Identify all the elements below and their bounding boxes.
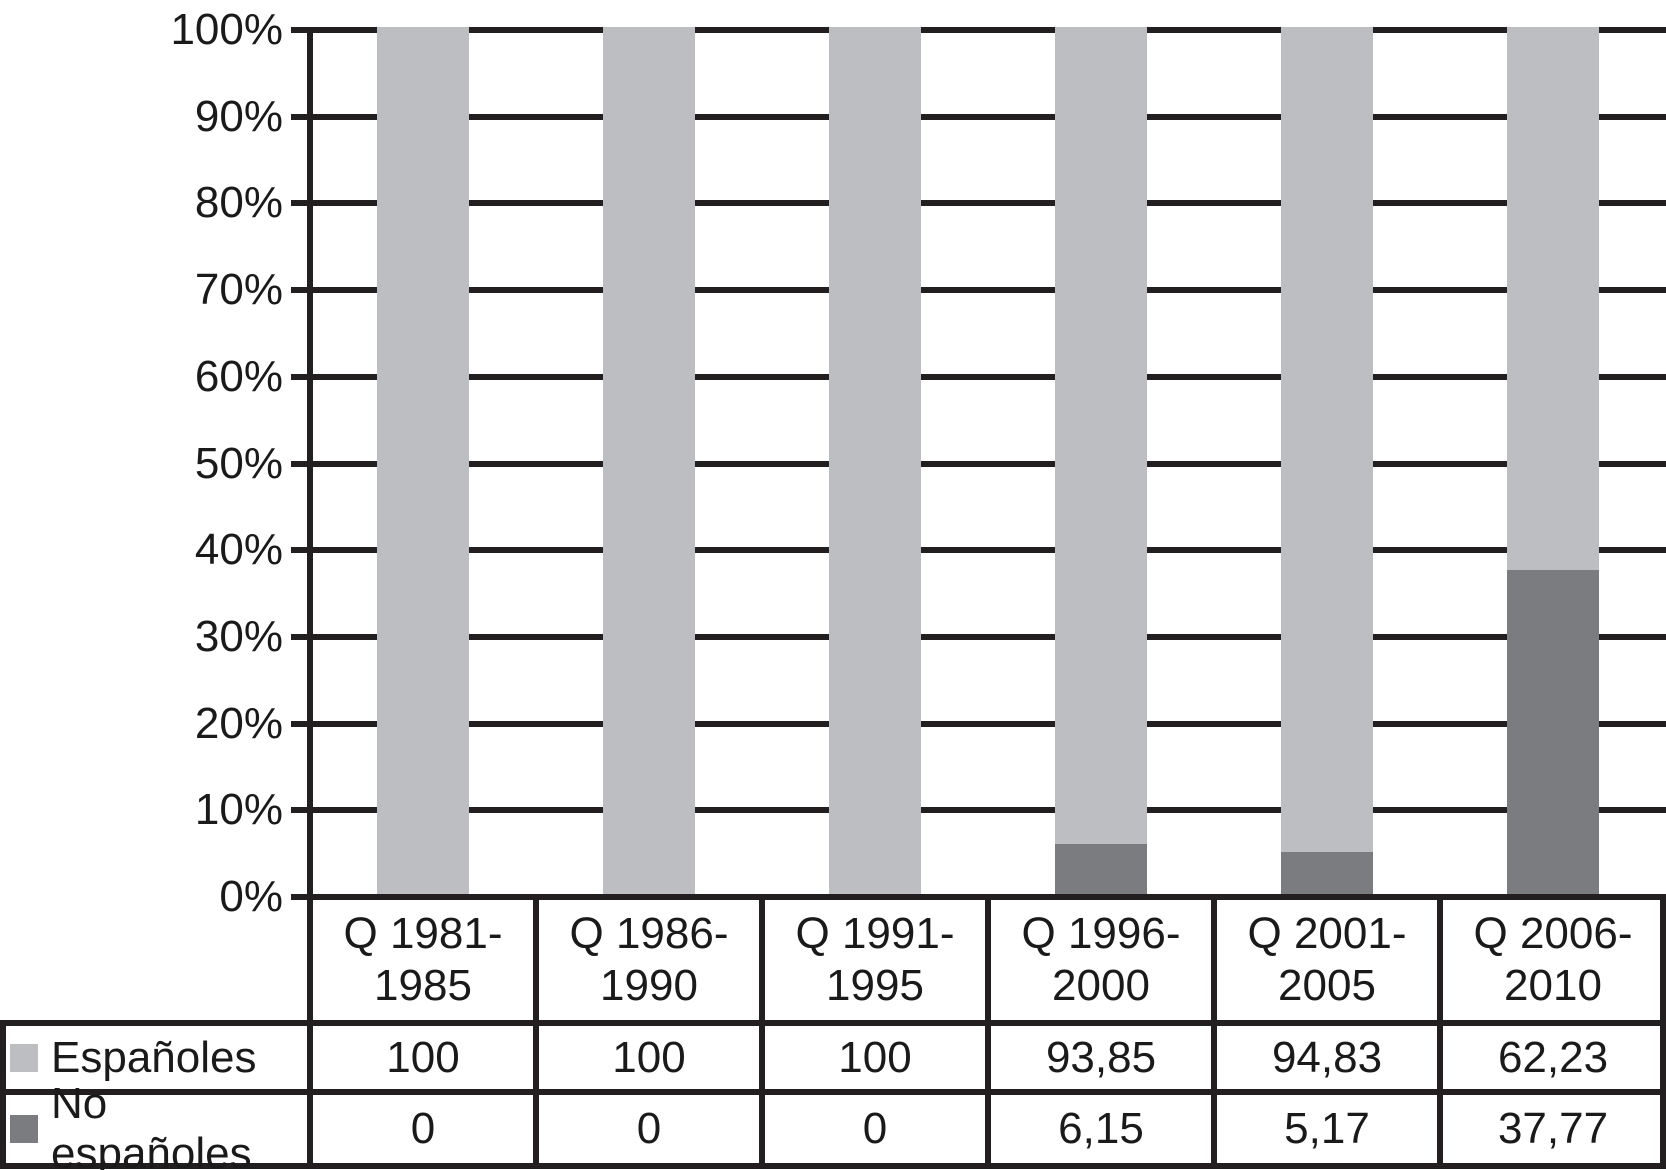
- gridline: [310, 547, 1666, 554]
- value-cell-no-espanoles: 0: [636, 1104, 662, 1153]
- y-axis-label: 100%: [170, 5, 283, 54]
- table-border: [1437, 897, 1443, 1169]
- bar-segment-espanoles: [1281, 27, 1373, 853]
- y-axis-label: 70%: [194, 265, 283, 315]
- category-header-cell: Q 1981- 1985: [343, 909, 503, 1010]
- table-border: [533, 897, 539, 1169]
- value-cell-no-espanoles: 6,15: [1058, 1104, 1144, 1153]
- y-axis-tick: [291, 27, 310, 33]
- y-axis-tick: [291, 894, 310, 900]
- y-axis-tick: [291, 373, 310, 380]
- y-axis-label: 10%: [194, 785, 283, 835]
- gridline: [310, 720, 1666, 727]
- y-axis-label: 20%: [194, 698, 283, 748]
- legend-label-no-espanoles: No españoles: [51, 1079, 252, 1170]
- gridline: [310, 373, 1666, 380]
- y-axis-line: [307, 27, 313, 1169]
- y-axis-tick: [291, 807, 310, 814]
- table-border: [0, 1163, 1666, 1169]
- y-axis-tick: [291, 460, 310, 467]
- gridline: [310, 200, 1666, 207]
- value-cell-espanoles: 100: [838, 1032, 912, 1082]
- bar-segment-no-espanoles: [1055, 843, 1147, 897]
- y-axis-label: 50%: [194, 438, 283, 488]
- y-axis-tick: [291, 720, 310, 727]
- table-border: [0, 1089, 1666, 1095]
- table-border: [985, 897, 991, 1169]
- value-cell-espanoles: 100: [386, 1032, 460, 1082]
- gridline: [310, 807, 1666, 814]
- table-border: [1211, 897, 1217, 1169]
- y-axis-tick: [291, 113, 310, 120]
- value-cell-espanoles: 94,83: [1271, 1032, 1383, 1082]
- y-axis-tick: [291, 547, 310, 554]
- gridline: [310, 27, 1666, 33]
- gridline: [310, 460, 1666, 467]
- value-cell-no-espanoles: 5,17: [1284, 1104, 1370, 1153]
- bar-segment-no-espanoles: [1507, 569, 1599, 897]
- category-header-cell: Q 2006- 2010: [1473, 909, 1633, 1010]
- gridline: [310, 287, 1666, 294]
- legend-label-espanoles: Españoles: [51, 1032, 257, 1082]
- value-cell-no-espanoles: 0: [410, 1104, 436, 1153]
- value-cell-espanoles: 100: [612, 1032, 686, 1082]
- y-axis-label: 80%: [194, 178, 283, 228]
- no-espanoles-swatch-icon: [10, 1115, 38, 1143]
- bar-segment-espanoles: [1507, 27, 1599, 570]
- value-cell-no-espanoles: 37,77: [1497, 1104, 1609, 1153]
- value-cell-espanoles: 93,85: [1045, 1032, 1157, 1082]
- y-axis-label: 60%: [194, 351, 283, 401]
- bar-segment-espanoles: [603, 27, 695, 897]
- y-axis-label: 90%: [194, 91, 283, 141]
- bar-segment-espanoles: [1055, 27, 1147, 844]
- category-header-cell: Q 1991- 1995: [795, 909, 955, 1010]
- bar-segment-espanoles: [377, 27, 469, 897]
- category-header-cell: Q 1986- 1990: [569, 909, 729, 1010]
- y-axis-label: 40%: [194, 525, 283, 575]
- value-cell-espanoles: 62,23: [1497, 1032, 1609, 1082]
- value-cell-no-espanoles: 0: [862, 1104, 888, 1153]
- category-header-cell: Q 1996- 2000: [1021, 909, 1181, 1010]
- legend-item-no-espanoles: No españoles: [0, 1079, 310, 1170]
- bar-segment-espanoles: [829, 27, 921, 897]
- gridline: [310, 633, 1666, 640]
- y-axis-tick: [291, 633, 310, 640]
- table-border: [0, 1020, 6, 1169]
- y-axis-label: 30%: [194, 611, 283, 661]
- espanoles-swatch-icon: [10, 1043, 38, 1072]
- category-header-cell: Q 2001- 2005: [1247, 909, 1407, 1010]
- legend-item-espanoles: Españoles: [0, 1023, 310, 1092]
- y-axis-tick: [291, 287, 310, 294]
- table-border: [759, 897, 765, 1169]
- gridline: [310, 113, 1666, 120]
- table-border: [1660, 897, 1666, 1169]
- y-axis-tick: [291, 200, 310, 207]
- y-axis-label: 0%: [219, 872, 283, 921]
- table-border: [0, 1020, 1666, 1026]
- bar-segment-no-espanoles: [1281, 852, 1373, 897]
